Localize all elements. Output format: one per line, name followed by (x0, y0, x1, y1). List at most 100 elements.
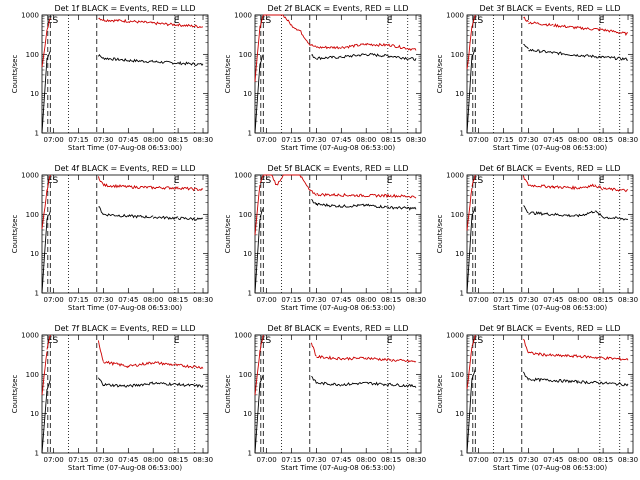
x-axis-label: Start Time (07-Aug-08 06:53:00) (493, 144, 607, 152)
y-tick-label: 100 (26, 371, 39, 379)
y-tick-label: 10 (455, 410, 464, 418)
marker-label: ES (260, 336, 272, 346)
series-events-line (254, 199, 417, 294)
y-tick-label: 1 (248, 290, 252, 298)
y-tick-label: 10 (30, 90, 39, 98)
x-axis-label: Start Time (07-Aug-08 06:53:00) (281, 144, 395, 152)
x-tick-label: 07:30 (518, 296, 538, 304)
x-tick-label: 07:45 (543, 296, 563, 304)
marker-label: E (387, 16, 393, 26)
panel-det-1f: Det 1f BLACK = Events, RED = LLD 1 10 100 10… (11, 4, 213, 152)
x-tick-label: 07:00 (257, 296, 277, 304)
x-tick-label: 08:30 (193, 456, 213, 464)
x-tick-label: 08:00 (568, 296, 588, 304)
series-events-line (254, 52, 417, 134)
x-tick-label: 08:15 (381, 296, 401, 304)
panel-title: Det 4f BLACK = Events, RED = LLD (54, 164, 195, 173)
marker-label: ES (47, 176, 59, 186)
x-tick-label: 08:30 (193, 136, 213, 144)
x-tick-label: 08:15 (168, 136, 188, 144)
panel-title: Det 3f BLACK = Events, RED = LLD (479, 4, 620, 13)
x-tick-label: 07:30 (93, 136, 113, 144)
panel-title: Det 2f BLACK = Events, RED = LLD (267, 4, 408, 13)
y-axis-label: Counts/sec (436, 375, 444, 414)
x-tick-label: 07:00 (44, 456, 64, 464)
y-tick-label: 100 (451, 211, 464, 219)
x-tick-label: 07:45 (331, 456, 351, 464)
y-tick-label: 1 (35, 290, 39, 298)
y-tick-label: 100 (239, 51, 252, 59)
marker-label: ES (472, 176, 484, 186)
plot-frame (466, 174, 634, 294)
series-lld-line (41, 174, 204, 230)
series-events-line (466, 205, 629, 294)
y-axis-label: Counts/sec (224, 215, 232, 254)
x-tick-label: 08:00 (568, 136, 588, 144)
x-tick-label: 08:00 (143, 136, 163, 144)
x-tick-label: 08:15 (593, 456, 613, 464)
series-lld-line (254, 334, 417, 395)
panel-det-7f: Det 7f BLACK = Events, RED = LLD 1 10 100 10… (11, 324, 213, 472)
y-tick-label: 1 (248, 450, 252, 458)
series-lld-line (41, 334, 204, 395)
x-tick-label: 08:15 (381, 136, 401, 144)
x-tick-label: 07:30 (518, 456, 538, 464)
marker-label: ES (472, 336, 484, 346)
y-tick-label: 10 (30, 410, 39, 418)
x-tick-label: 07:00 (44, 296, 64, 304)
marker-label: ES (47, 16, 59, 26)
x-tick-label: 08:15 (168, 456, 188, 464)
x-tick-label: 07:45 (118, 136, 138, 144)
x-axis-label: Start Time (07-Aug-08 06:53:00) (68, 304, 182, 312)
y-axis-label: Counts/sec (436, 215, 444, 254)
x-tick-label: 08:30 (618, 296, 638, 304)
x-tick-label: 07:15 (281, 456, 301, 464)
x-tick-label: 07:15 (68, 296, 88, 304)
x-tick-label: 07:45 (543, 136, 563, 144)
panel-det-4f: Det 4f BLACK = Events, RED = LLD 1 10 100 10… (11, 164, 213, 312)
marker-label: E (599, 176, 605, 186)
y-axis-label: Counts/sec (11, 215, 19, 254)
x-tick-label: 07:45 (331, 136, 351, 144)
series-events-line (466, 43, 629, 134)
x-axis-label: Start Time (07-Aug-08 06:53:00) (68, 144, 182, 152)
y-tick-label: 1000 (234, 12, 252, 20)
panel-det-6f: Det 6f BLACK = Events, RED = LLD 1 10 100 10… (436, 164, 638, 312)
x-tick-label: 08:30 (618, 136, 638, 144)
y-tick-label: 10 (30, 250, 39, 258)
x-tick-label: 08:15 (593, 136, 613, 144)
marker-label: E (387, 336, 393, 346)
series-events-line (466, 368, 629, 454)
y-axis-label: Counts/sec (224, 375, 232, 414)
x-tick-label: 07:00 (257, 136, 277, 144)
y-tick-label: 100 (26, 211, 39, 219)
y-tick-label: 100 (451, 371, 464, 379)
x-tick-label: 07:00 (469, 456, 489, 464)
panel-title: Det 9f BLACK = Events, RED = LLD (479, 324, 620, 333)
marker-label: E (174, 16, 180, 26)
y-tick-label: 1000 (21, 12, 39, 20)
series-events-line (41, 377, 204, 454)
series-lld-line (254, 174, 417, 235)
panel-title: Det 5f BLACK = Events, RED = LLD (267, 164, 408, 173)
x-axis-label: Start Time (07-Aug-08 06:53:00) (281, 304, 395, 312)
plot-frame (466, 334, 634, 454)
x-tick-label: 08:00 (568, 456, 588, 464)
panel-det-5f: Det 5f BLACK = Events, RED = LLD 1 10 100 10… (224, 164, 426, 312)
x-axis-label: Start Time (07-Aug-08 06:53:00) (493, 464, 607, 472)
series-lld-line (466, 174, 629, 231)
marker-label: E (599, 336, 605, 346)
series-lld-line (466, 334, 629, 390)
y-tick-label: 1 (460, 290, 464, 298)
panel-det-9f: Det 9f BLACK = Events, RED = LLD 1 10 100 10… (436, 324, 638, 472)
y-tick-label: 100 (239, 371, 252, 379)
y-tick-label: 10 (243, 410, 252, 418)
marker-label: E (599, 16, 605, 26)
x-tick-label: 08:00 (143, 296, 163, 304)
panel-det-2f: Det 2f BLACK = Events, RED = LLD 1 10 100 10… (224, 4, 426, 152)
y-tick-label: 1000 (446, 332, 464, 340)
y-tick-label: 10 (455, 250, 464, 258)
y-tick-label: 10 (455, 90, 464, 98)
y-tick-label: 1000 (446, 172, 464, 180)
